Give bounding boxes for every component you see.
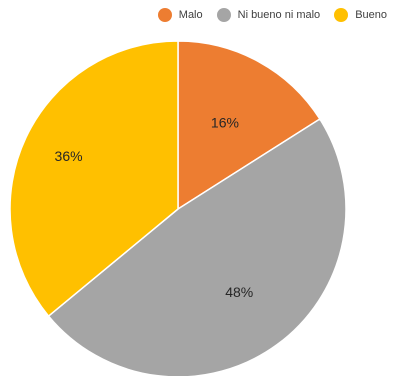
legend-item-malo: Malo <box>157 8 203 22</box>
data-label-bueno: 36% <box>55 148 83 164</box>
legend-swatch-malo <box>157 8 172 22</box>
data-label-malo: 16% <box>211 114 239 130</box>
legend-label-malo: Malo <box>178 9 203 21</box>
pie-slice-ni-bueno-ni-malo <box>47 117 347 376</box>
pie-slice-bueno <box>9 40 179 318</box>
chart-legend: Malo Ni bueno ni malo Bueno <box>157 8 387 22</box>
legend-swatch-ni-bueno-ni-malo <box>216 8 231 22</box>
pie-slice-malo <box>177 40 321 211</box>
legend-item-bueno: Bueno <box>334 8 387 22</box>
legend-label-ni-bueno-ni-malo: Ni bueno ni malo <box>237 9 321 21</box>
legend-label-bueno: Bueno <box>355 9 387 21</box>
data-label-ni-bueno-ni-malo: 48% <box>225 284 253 300</box>
legend-swatch-bueno <box>334 8 349 22</box>
legend-item-ni-bueno-ni-malo: Ni bueno ni malo <box>216 8 321 22</box>
